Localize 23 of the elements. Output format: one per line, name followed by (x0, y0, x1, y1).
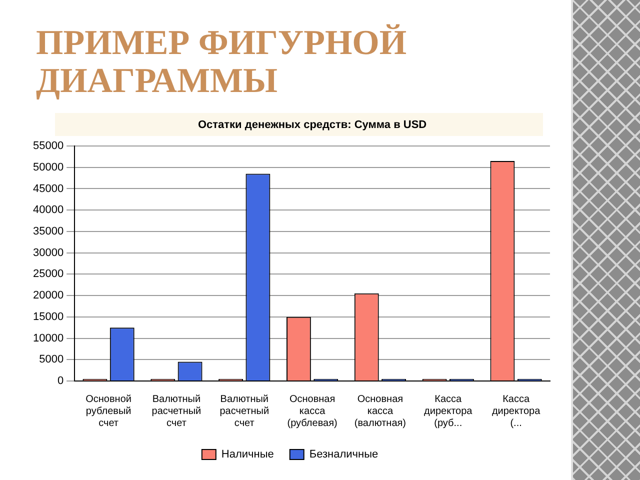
y-tick-label: 30000 (32, 246, 64, 259)
y-tick-label: 35000 (32, 225, 64, 238)
legend-label: Безналичные (309, 448, 378, 461)
y-tick-label: 40000 (32, 204, 64, 216)
y-tick-label: 10000 (32, 332, 64, 344)
chart-title: ПРИМЕР ФИГУРНОЙ ДИАГРАММЫ (36, 23, 408, 100)
y-tick-label: 15000 (32, 310, 64, 323)
x-tick-label: Касса директора (руб... (424, 394, 473, 429)
y-tick-label: 45000 (32, 182, 64, 195)
legend-label: Наличные (221, 448, 274, 461)
y-tick-label: 0 (57, 375, 64, 388)
y-tick-label: 25000 (32, 268, 64, 280)
x-tick-label: Основная касса (рублевая) (287, 394, 338, 429)
x-tick-label: Основная касса (валютная) (354, 394, 406, 429)
chart-subtitle: Остатки денежных средств: Сумма в USD (198, 119, 427, 132)
y-tick-label: 20000 (32, 290, 64, 302)
x-tick-label: Валютный расчетный счет (220, 394, 270, 429)
x-tick-label: Касса директора (... (492, 394, 541, 429)
x-tick-label: Основной рублевый счет (86, 394, 132, 429)
y-tick-label: 5000 (39, 354, 64, 366)
y-tick-label: 55000 (32, 140, 64, 152)
x-tick-label: Валютный расчетный счет (152, 394, 202, 429)
y-tick-label: 50000 (32, 161, 64, 174)
